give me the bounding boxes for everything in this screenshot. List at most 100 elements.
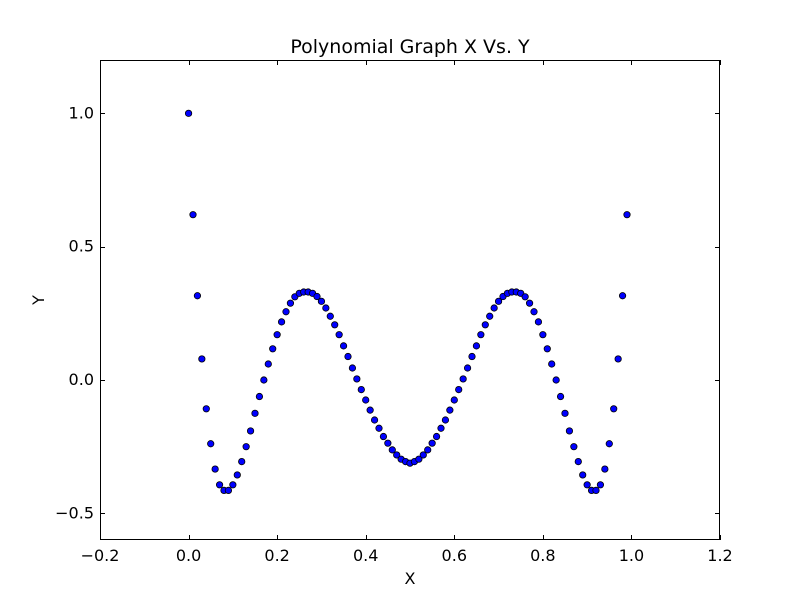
y-axis-title: Y — [29, 295, 48, 306]
data-point — [614, 355, 622, 363]
x-tick-label: 1.0 — [619, 546, 644, 565]
data-point — [579, 471, 587, 479]
data-point — [229, 481, 237, 489]
data-point — [242, 443, 250, 451]
data-point — [548, 360, 556, 368]
data-point — [322, 304, 330, 312]
data-point — [574, 457, 582, 466]
x-tick-label: 0.6 — [442, 546, 467, 565]
x-tick-label: 0.0 — [176, 546, 201, 565]
data-point — [273, 331, 281, 339]
data-point — [605, 440, 613, 448]
data-point — [437, 424, 445, 432]
data-point — [432, 432, 441, 441]
data-point — [264, 360, 272, 368]
data-point — [269, 345, 277, 353]
data-point — [357, 385, 365, 394]
y-tick-label: 0.0 — [69, 370, 94, 389]
data-point — [348, 364, 357, 372]
x-tick-label: 0.8 — [530, 546, 555, 565]
data-point — [326, 312, 334, 320]
data-point — [379, 432, 388, 441]
data-point — [215, 481, 224, 489]
x-tick-label: −0.2 — [81, 546, 120, 565]
data-point — [490, 304, 498, 312]
data-point — [388, 446, 396, 454]
data-point — [339, 342, 348, 350]
data-point — [282, 308, 290, 316]
chart-title: Polynomial Graph X Vs. Y — [290, 36, 530, 58]
data-point — [184, 109, 193, 117]
data-point — [521, 293, 529, 301]
data-point — [596, 481, 605, 489]
data-point — [224, 486, 233, 494]
data-point — [211, 465, 219, 473]
data-point — [277, 318, 286, 326]
data-point — [393, 451, 401, 459]
data-point — [618, 292, 627, 300]
data-point — [344, 352, 352, 361]
data-point — [198, 355, 206, 363]
data-point — [233, 471, 241, 479]
data-point — [419, 451, 427, 459]
data-point — [477, 331, 485, 339]
y-tick-label: 0.5 — [69, 237, 94, 256]
data-point — [468, 352, 476, 361]
data-point — [565, 427, 574, 435]
data-point — [534, 318, 543, 326]
data-point — [561, 409, 569, 417]
data-points — [184, 109, 631, 494]
data-point — [459, 375, 467, 383]
data-point — [317, 297, 326, 305]
data-point — [583, 481, 591, 489]
data-point — [375, 424, 383, 432]
data-point — [286, 299, 295, 307]
data-point — [486, 312, 494, 320]
data-point — [202, 405, 210, 413]
data-point — [255, 392, 264, 401]
data-point — [428, 439, 436, 447]
data-point — [610, 405, 618, 413]
data-point — [384, 439, 392, 447]
data-point — [552, 376, 560, 384]
data-point — [362, 396, 370, 404]
data-point — [481, 321, 489, 329]
y-tick-label: 1.0 — [69, 103, 94, 122]
data-point — [353, 375, 361, 383]
data-point — [592, 486, 600, 494]
data-point — [313, 292, 321, 301]
data-point — [601, 465, 609, 473]
data-point — [424, 446, 432, 454]
data-point — [370, 416, 379, 424]
x-tick-label: 0.4 — [353, 546, 378, 565]
data-point — [238, 457, 246, 466]
data-point — [472, 342, 481, 350]
data-point — [415, 455, 423, 463]
data-point — [494, 297, 503, 305]
data-point — [556, 392, 565, 401]
data-point — [251, 409, 259, 417]
data-point — [525, 299, 534, 307]
data-point — [450, 396, 458, 404]
data-point — [570, 443, 578, 451]
x-tick-label: 0.2 — [264, 546, 289, 565]
data-point — [463, 364, 472, 372]
data-point — [543, 345, 551, 353]
data-point — [539, 331, 547, 339]
x-axis: −0.2 0.0 0.2 0.4 0.6 0.8 1.0 1.2 — [81, 60, 733, 565]
data-point — [446, 406, 454, 414]
data-point — [189, 211, 197, 219]
data-point — [623, 211, 631, 219]
data-point — [246, 427, 255, 435]
y-axis: −0.5 0.0 0.5 1.0 — [55, 103, 720, 522]
plot-area — [100, 60, 720, 540]
data-point — [193, 292, 202, 300]
data-point — [331, 321, 339, 329]
data-point — [441, 416, 450, 424]
data-point — [335, 331, 343, 339]
data-point — [366, 406, 374, 414]
data-point — [260, 376, 268, 384]
data-point — [530, 308, 538, 316]
